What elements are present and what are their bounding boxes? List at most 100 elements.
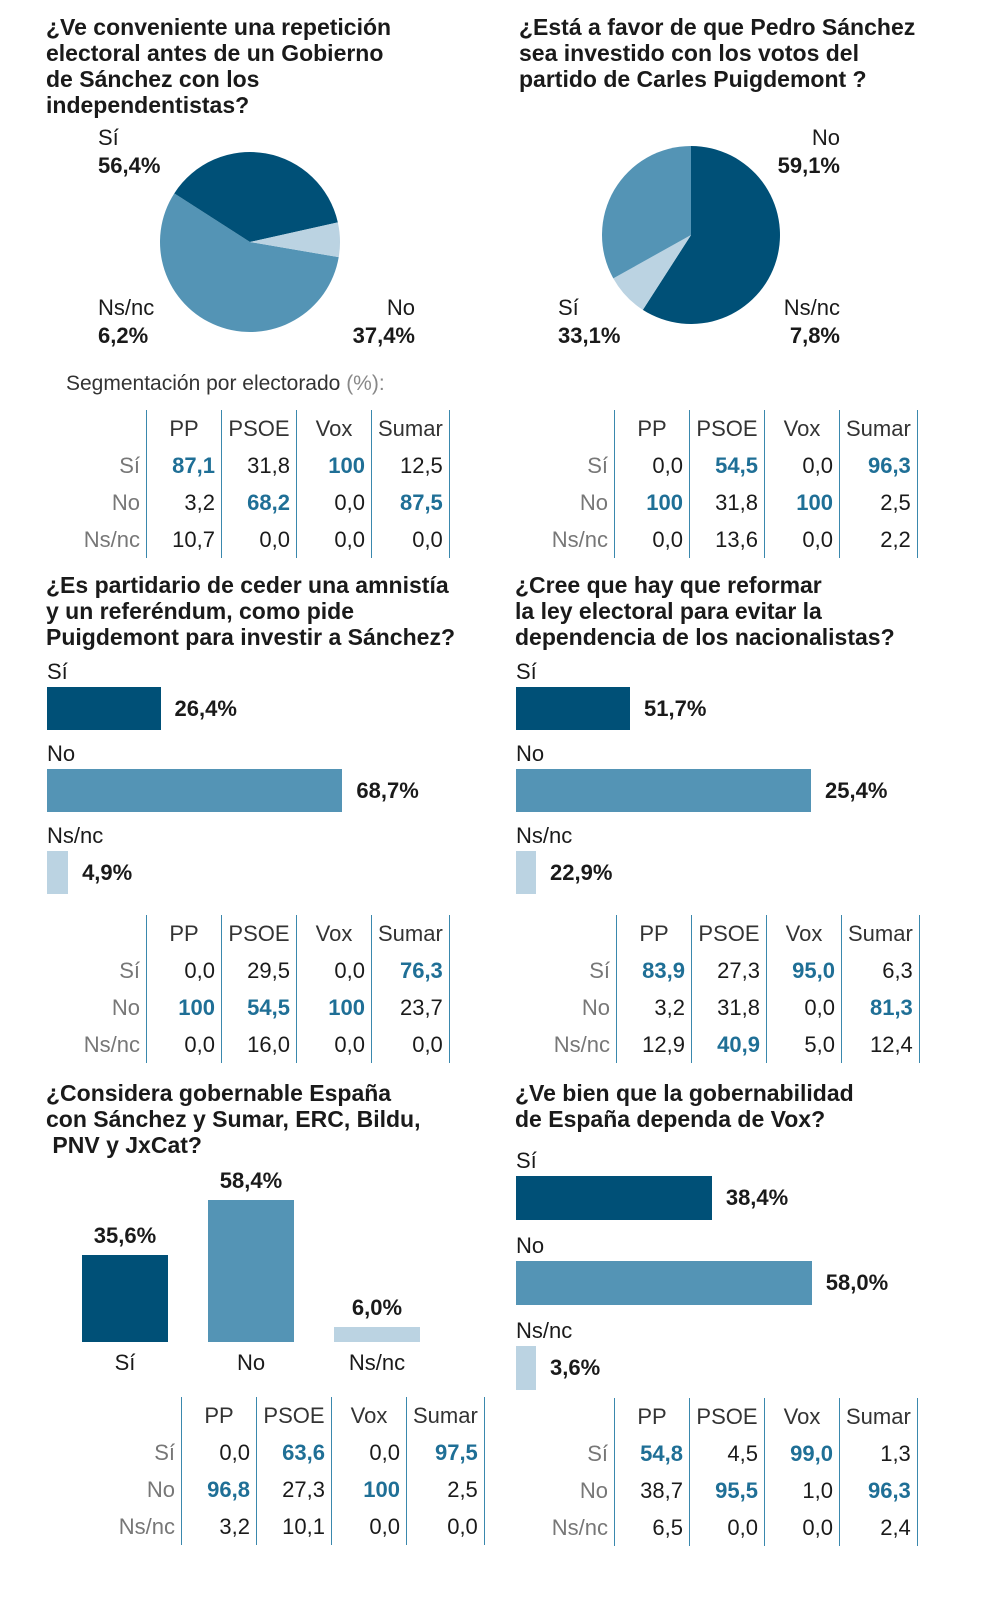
table-column-header: PSOE xyxy=(256,1397,332,1434)
bar xyxy=(516,1346,536,1390)
table-row: Ns/nc 3,2 10,1 0,0 0,0 xyxy=(105,1508,485,1545)
chart1-cat: Ns/nc xyxy=(98,295,155,320)
bar-category-label: No xyxy=(516,741,545,766)
bar-value-label: 38,4% xyxy=(725,1185,789,1210)
table-row-label: Sí xyxy=(105,1434,182,1471)
chart4-title: ¿Cree que hay que reformar la ley electo… xyxy=(515,572,955,650)
table-row-label: No xyxy=(70,989,147,1026)
table-cell: 0,0 xyxy=(764,447,840,484)
table-header-row: PP PSOE Vox Sumar xyxy=(70,410,450,447)
table-cell: 2,2 xyxy=(839,521,918,558)
bar xyxy=(516,1176,712,1220)
table-cell: 31,8 xyxy=(689,484,765,521)
table-cell: 87,5 xyxy=(371,484,450,521)
table-column-header: PSOE xyxy=(691,915,767,952)
table-cell: 40,9 xyxy=(691,1026,767,1063)
chart2-title: ¿Está a favor de que Pedro Sánchez sea i… xyxy=(519,14,959,92)
table-row-label: Ns/nc xyxy=(540,1026,617,1063)
bar-category-label: Sí xyxy=(516,659,537,684)
table-cell: 68,2 xyxy=(221,484,297,521)
table-column-header: PP xyxy=(614,410,690,447)
table-row: No 96,8 27,3 100 2,5 xyxy=(105,1471,485,1508)
bar-value-label: 22,9% xyxy=(550,859,613,885)
table-row-label: No xyxy=(538,1472,615,1509)
table-row-label: Sí xyxy=(538,1435,615,1472)
chart2-segment-table: PP PSOE Vox Sumar Sí 0,0 54,5 0,0 96,3 No 100 31,8 1… xyxy=(538,410,918,558)
bar-category-label: Sí xyxy=(114,1350,136,1375)
table-cell: 96,3 xyxy=(839,1472,918,1509)
bar-value-label: 58,4% xyxy=(219,1168,283,1194)
bar-category-label: Ns/nc xyxy=(348,1350,406,1375)
chart2-label-no: No 59,1% xyxy=(745,124,840,180)
table-cell: 0,0 xyxy=(331,1508,407,1545)
table-row-label: No xyxy=(538,484,615,521)
table-cell: 3,2 xyxy=(181,1508,257,1545)
bar-category-label: Ns/nc xyxy=(516,823,573,848)
table-row: Sí 0,0 29,5 0,0 76,3 xyxy=(70,952,450,989)
table-cell: 2,5 xyxy=(839,484,918,521)
table-column-header: Vox xyxy=(766,915,842,952)
table-cell: 0,0 xyxy=(764,1509,840,1546)
bar xyxy=(82,1255,168,1342)
chart1-label-si: Sí 56,4% xyxy=(98,124,160,180)
pie-slice-no xyxy=(174,151,338,242)
table-cell: 95,0 xyxy=(766,952,842,989)
table-cell: 6,5 xyxy=(614,1509,690,1546)
chart1-value: 37,4% xyxy=(352,323,415,348)
chart1-title-line: ¿Ve conveniente una repetición xyxy=(46,14,392,40)
table-row: No 100 54,5 100 23,7 xyxy=(70,989,450,1026)
table-cell: 0,0 xyxy=(146,1026,222,1063)
table-cell: 83,9 xyxy=(616,952,692,989)
chart2-value: 33,1% xyxy=(558,323,621,348)
chart2-title-line: ¿Está a favor de que Pedro Sánchez xyxy=(519,14,916,40)
bar xyxy=(516,769,811,812)
chart1-cat: No xyxy=(386,295,415,320)
bar-category-label: Sí xyxy=(47,659,68,684)
table-cell: 87,1 xyxy=(146,447,222,484)
table-column-header: Vox xyxy=(296,410,372,447)
table-row-label: Sí xyxy=(540,952,617,989)
chart3-title-line: Puigdemont para investir a Sánchez? xyxy=(46,624,455,650)
chart2-pie xyxy=(602,146,780,324)
chart1-title-line: electoral antes de un Gobierno xyxy=(46,40,384,66)
table-cell: 0,0 xyxy=(766,989,842,1026)
chart1-title-line: independentistas? xyxy=(46,92,250,118)
table-cell: 5,0 xyxy=(766,1026,842,1063)
table-cell: 31,8 xyxy=(221,447,297,484)
table-row-label: No xyxy=(105,1471,182,1508)
table-cell: 10,1 xyxy=(256,1508,332,1545)
chart2-title-line: sea investido con los votos del xyxy=(519,40,859,66)
pie-slice-nsnc xyxy=(613,235,691,310)
bar-category-label: Ns/nc xyxy=(516,1318,573,1343)
table-column-header: Sumar xyxy=(371,915,450,952)
table-cell: 0,0 xyxy=(296,1026,372,1063)
chart5-title-line: PNV y JxCat? xyxy=(46,1132,202,1158)
table-row: Ns/nc 6,5 0,0 0,0 2,4 xyxy=(538,1509,918,1546)
bar-category-label: No xyxy=(47,741,76,766)
table-column-header: Sumar xyxy=(839,410,918,447)
table-row: No 3,2 68,2 0,0 87,5 xyxy=(70,484,450,521)
table-column-header: PSOE xyxy=(689,1398,765,1435)
table-header-row: PP PSOE Vox Sumar xyxy=(538,1398,918,1435)
table-cell: 10,7 xyxy=(146,521,222,558)
chart1-title-line: de Sánchez con los xyxy=(46,66,260,92)
table-row-label: Sí xyxy=(70,447,147,484)
table-cell: 27,3 xyxy=(256,1471,332,1508)
table-corner xyxy=(540,915,617,952)
chart5-title: ¿Considera gobernable España con Sánchez… xyxy=(46,1080,466,1158)
pie-slice-s xyxy=(602,146,691,279)
table-cell: 1,3 xyxy=(839,1435,918,1472)
chart2-label-si: Sí 33,1% xyxy=(558,294,620,350)
pie-slice-nsnc xyxy=(250,222,340,258)
bar xyxy=(516,687,630,730)
table-cell: 29,5 xyxy=(221,952,297,989)
table-row: No 100 31,8 100 2,5 xyxy=(538,484,918,521)
chart6-title-line: de España dependa de Vox? xyxy=(515,1106,826,1132)
table-row: Sí 54,8 4,5 99,0 1,3 xyxy=(538,1435,918,1472)
table-cell: 96,8 xyxy=(181,1471,257,1508)
chart3-segment-table: PP PSOE Vox Sumar Sí 0,0 29,5 0,0 76,3 No 100 54,5 1… xyxy=(70,915,450,1063)
table-header-row: PP PSOE Vox Sumar xyxy=(105,1397,485,1434)
table-cell: 0,0 xyxy=(296,484,372,521)
table-column-header: Sumar xyxy=(406,1397,485,1434)
table-column-header: PSOE xyxy=(221,410,297,447)
